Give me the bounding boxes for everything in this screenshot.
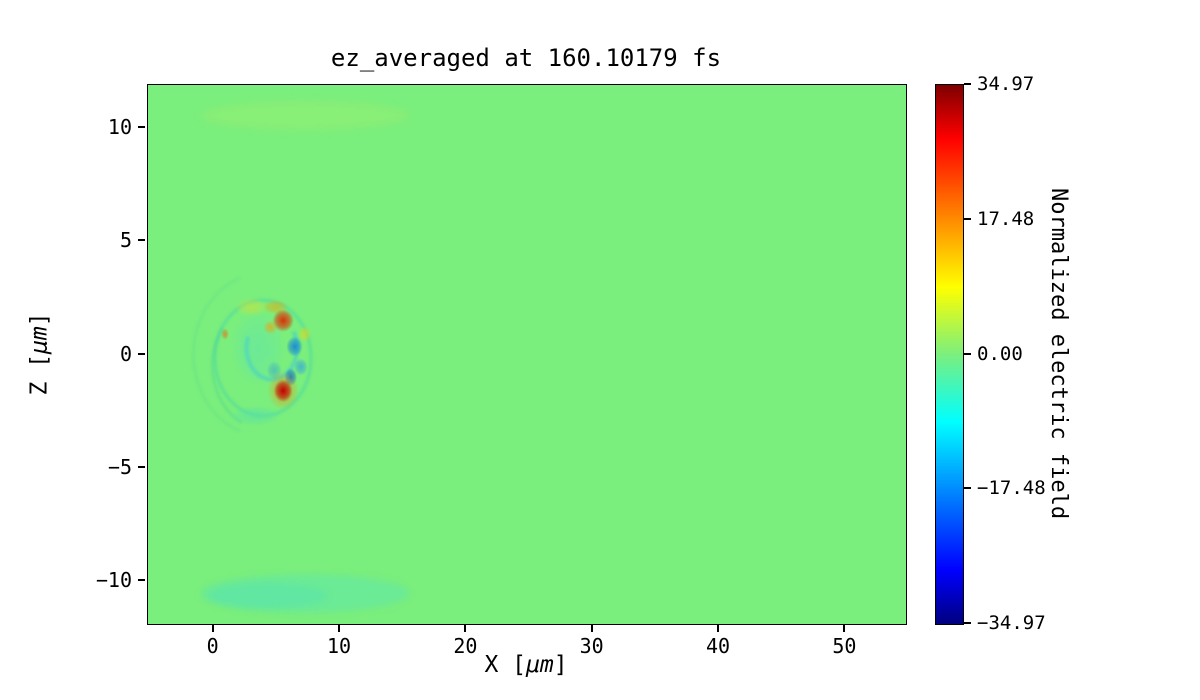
x-axis-label-mu: μm xyxy=(525,652,554,678)
y-tick-mark xyxy=(138,126,145,129)
colorbar xyxy=(935,84,964,625)
heatmap-plot-area xyxy=(147,84,907,625)
x-tick-mark xyxy=(717,625,720,632)
y-tick-label: −10 xyxy=(95,567,132,592)
y-tick-label: −5 xyxy=(107,454,132,479)
y-axis-label: Z [μm] xyxy=(18,84,62,623)
colorbar-tick-mark xyxy=(964,83,971,85)
x-tick-label: 0 xyxy=(206,634,219,658)
plot-title: ez_averaged at 160.10179 fs xyxy=(330,44,722,72)
x-axis-label: X [μm] xyxy=(147,652,905,678)
colorbar-tick-label: −34.97 xyxy=(977,612,1046,634)
y-tick-label: 5 xyxy=(119,228,132,253)
heatmap-canvas xyxy=(148,85,906,624)
x-tick-label: 50 xyxy=(832,634,857,658)
colorbar-label-text: Normalized electric field xyxy=(1046,187,1071,520)
colorbar-tick-mark xyxy=(964,352,971,355)
y-tick-mark xyxy=(138,352,145,355)
x-tick-label: 40 xyxy=(705,634,731,658)
colorbar-tick-mark xyxy=(964,487,971,490)
colorbar-tick-label: 17.48 xyxy=(977,207,1035,230)
x-tick-label: 30 xyxy=(579,634,604,658)
y-tick-label: 0 xyxy=(119,341,132,366)
colorbar-tick-label: −17.48 xyxy=(977,477,1046,500)
x-tick-mark xyxy=(211,625,214,632)
y-axis-label-text: Z [μm] xyxy=(27,312,53,395)
y-tick-label: 10 xyxy=(107,115,132,140)
y-axis-label-pre: Z [ xyxy=(27,353,54,396)
y-tick-mark xyxy=(138,465,145,468)
x-tick-label: 10 xyxy=(326,634,352,658)
x-tick-mark xyxy=(843,625,846,632)
y-axis-label-mu: μm xyxy=(27,325,54,354)
y-tick-mark xyxy=(138,578,145,581)
colorbar-tick-mark xyxy=(964,217,971,220)
x-axis-label-pre: X [ xyxy=(484,652,526,678)
colorbar-tick-label: 0.00 xyxy=(977,342,1023,365)
x-tick-mark xyxy=(590,625,593,632)
x-tick-mark xyxy=(464,625,467,632)
x-axis-label-post: ] xyxy=(553,652,568,678)
y-tick-mark xyxy=(138,239,145,242)
colorbar-tick-mark xyxy=(964,622,971,624)
x-tick-mark xyxy=(338,625,341,632)
x-tick-label: 20 xyxy=(453,634,478,658)
y-axis-label-post: ] xyxy=(27,311,54,326)
colorbar-tick-label: 34.97 xyxy=(977,73,1035,95)
colorbar-label: Normalized electric field xyxy=(1046,84,1071,623)
